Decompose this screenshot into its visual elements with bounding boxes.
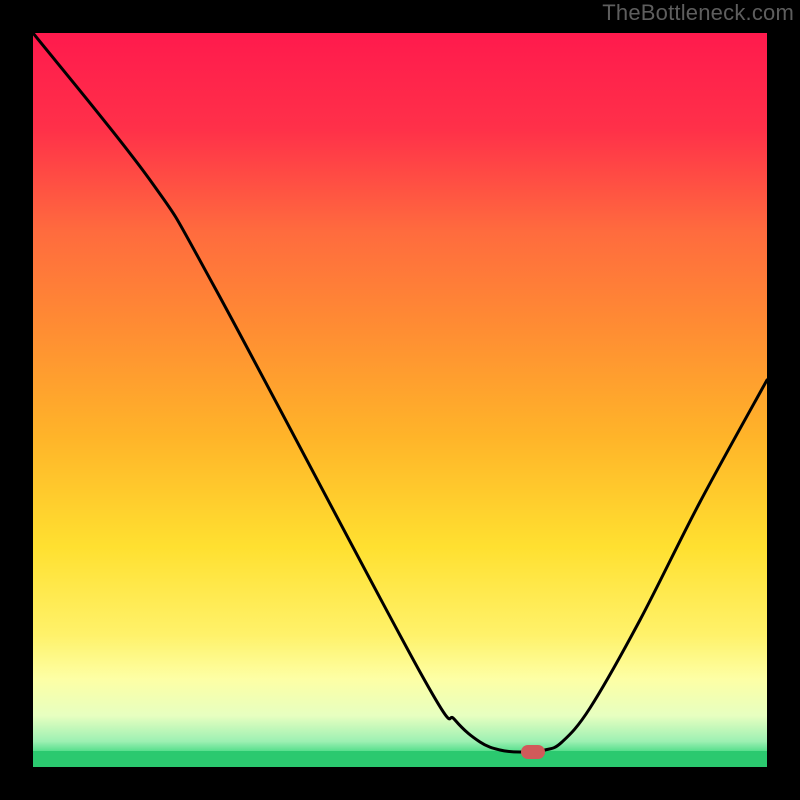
bottleneck-chart — [0, 0, 800, 800]
gradient-plot-area — [33, 33, 767, 767]
chart-stage: TheBottleneck.com — [0, 0, 800, 800]
green-band — [33, 751, 767, 767]
minimum-marker — [521, 745, 545, 759]
